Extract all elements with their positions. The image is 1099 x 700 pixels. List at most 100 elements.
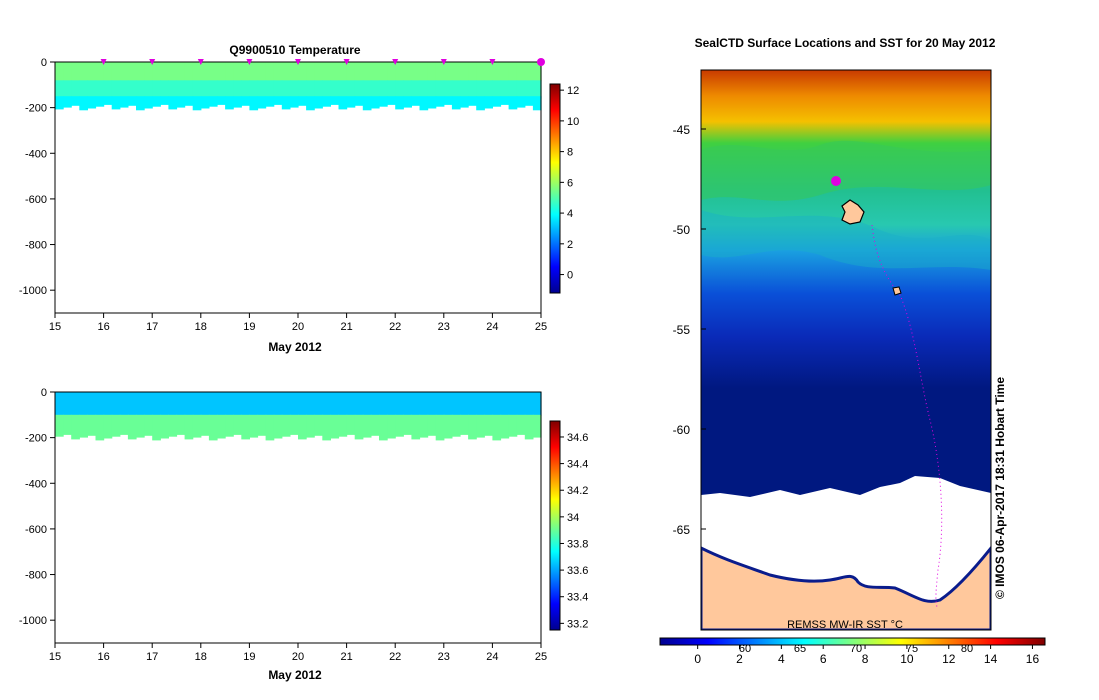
- layer-cell-surface: [451, 392, 461, 419]
- temperature-colorbar: [549, 83, 561, 294]
- layer-cell-middle: [103, 80, 113, 99]
- layer-cell-surface: [63, 62, 72, 83]
- layer-cell-bottom: [144, 96, 153, 109]
- layer-cell-deep: [208, 414, 218, 441]
- y-tick-label: -400: [25, 478, 47, 490]
- layer-cell-deep: [103, 414, 113, 439]
- layer-cell-middle: [476, 80, 485, 99]
- layer-cell-bottom: [55, 96, 64, 110]
- layer-cell-surface: [265, 392, 275, 418]
- layer-cell-deep: [387, 414, 396, 439]
- layer-cell-surface: [411, 62, 421, 83]
- layer-cell-deep: [500, 414, 510, 439]
- y-tick-label: -800: [25, 570, 47, 582]
- layer-cell-surface: [95, 62, 105, 83]
- colorbar-tick-label: 2: [567, 239, 573, 251]
- y-tick-label: -600: [25, 194, 47, 206]
- layer-cell-surface: [79, 392, 88, 416]
- layer-cell-middle: [192, 80, 202, 99]
- layer-cell-deep: [241, 414, 250, 440]
- layer-cell-middle: [71, 80, 80, 100]
- x-tick-label: 18: [195, 651, 207, 663]
- layer-cell-surface: [63, 392, 72, 418]
- layer-cell-surface: [144, 392, 153, 418]
- layer-cell-deep: [330, 414, 340, 439]
- layer-cell-surface: [241, 62, 250, 83]
- salinity-colorbar: [549, 420, 561, 631]
- layer-cell-surface: [79, 62, 88, 82]
- layer-cell-surface: [370, 62, 380, 84]
- layer-cell-middle: [176, 80, 186, 98]
- layer-cell-bottom: [298, 96, 307, 106]
- layer-cell-deep: [111, 414, 121, 437]
- layer-cell-surface: [55, 392, 64, 419]
- layer-cell-deep: [379, 414, 388, 441]
- layer-cell-deep: [225, 414, 234, 437]
- latitude-label: -45: [673, 123, 691, 137]
- layer-cell-middle: [184, 80, 194, 100]
- longitude-label: 80: [961, 643, 973, 655]
- layer-cell-surface: [160, 392, 169, 417]
- layer-cell-middle: [427, 80, 437, 98]
- profile-marker: [246, 59, 253, 65]
- colorbar-tick-label: 33.8: [567, 538, 588, 550]
- layer-cell-surface: [500, 62, 510, 82]
- temperature-xlabel: May 2012: [268, 340, 322, 354]
- layer-cell-bottom: [306, 96, 315, 111]
- layer-cell-surface: [500, 392, 510, 417]
- layer-cell-surface: [111, 392, 121, 419]
- y-tick-label: 0: [41, 387, 47, 399]
- layer-cell-surface: [152, 62, 161, 83]
- layer-cell-surface: [257, 392, 267, 418]
- x-tick-label: 21: [340, 321, 352, 333]
- layer-cell-bottom: [257, 96, 267, 109]
- salinity-layers: [55, 392, 542, 441]
- layer-cell-bottom: [411, 96, 421, 106]
- layer-cell-surface: [176, 392, 186, 418]
- latitude-label: -60: [673, 423, 691, 437]
- seal-track: [871, 224, 943, 608]
- colorbar-tick-label: 10: [567, 116, 579, 128]
- map-frame: [700, 69, 992, 631]
- map-title: SealCTD Surface Locations and SST for 20…: [695, 36, 996, 50]
- layer-cell-surface: [119, 62, 129, 83]
- layer-cell-bottom: [265, 96, 275, 107]
- layer-cell-surface: [524, 62, 534, 83]
- layer-cell-middle: [516, 80, 526, 98]
- layer-cell-surface: [330, 62, 340, 82]
- layer-cell-bottom: [152, 96, 161, 107]
- layer-cell-bottom: [241, 96, 250, 106]
- layer-cell-surface: [338, 392, 348, 419]
- layer-cell-middle: [395, 80, 404, 99]
- layer-cell-deep: [168, 414, 178, 437]
- layer-cell-deep: [55, 414, 64, 437]
- layer-cell-surface: [208, 392, 218, 418]
- layer-cell-bottom: [233, 96, 242, 108]
- layer-cell-surface: [233, 392, 242, 418]
- layer-cell-surface: [427, 392, 437, 418]
- layer-cell-surface: [87, 392, 97, 418]
- x-tick-label: 25: [535, 651, 547, 663]
- layer-cell-deep: [338, 414, 348, 437]
- colorbar-tick-label: 33.4: [567, 592, 588, 604]
- layer-cell-bottom: [273, 96, 283, 105]
- layer-cell-surface: [184, 62, 194, 83]
- layer-cell-deep: [370, 414, 380, 436]
- layer-cell-middle: [152, 80, 161, 100]
- layer-cell-deep: [87, 414, 97, 436]
- layer-cell-middle: [532, 80, 542, 99]
- layer-cell-bottom: [103, 96, 113, 105]
- sst-colorbar-tick-label: 16: [1026, 652, 1040, 666]
- layer-cell-bottom: [419, 96, 429, 111]
- colorbar-tick-label: 4: [567, 208, 573, 220]
- salinity-y-axis: 0 -200 -400 -600 -800 -1000: [19, 387, 55, 627]
- layer-cell-deep: [192, 414, 202, 438]
- layer-cell-middle: [338, 80, 348, 99]
- layer-cell-bottom: [370, 96, 380, 109]
- sst-colorbar-tick-label: 10: [900, 652, 914, 666]
- profile-marker: [149, 59, 156, 65]
- layer-cell-deep: [233, 414, 242, 435]
- colorbar-tick-label: 33.6: [567, 565, 588, 577]
- layer-cell-middle: [460, 80, 469, 98]
- layer-cell-bottom: [322, 96, 331, 107]
